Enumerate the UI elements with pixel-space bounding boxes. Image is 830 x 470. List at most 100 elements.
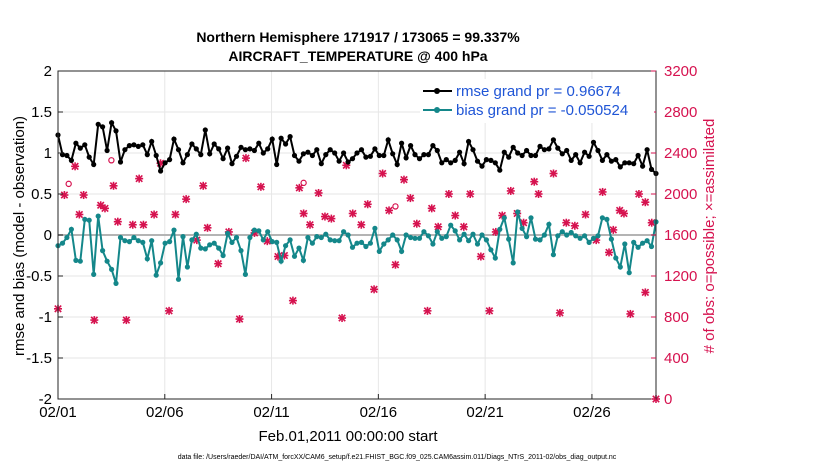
bias-point (501, 215, 507, 221)
rmse-point (300, 151, 306, 157)
rmse-point (408, 143, 414, 149)
bias-point (95, 213, 101, 219)
rmse-point (550, 137, 557, 143)
rmse-point (349, 156, 356, 162)
rmse-point (537, 143, 543, 149)
bias-point (126, 239, 132, 245)
bias-point (479, 232, 485, 238)
bias-point (211, 240, 217, 246)
bias-point (278, 258, 284, 264)
bias-point (559, 229, 565, 235)
rmse-point (135, 143, 141, 149)
rmse-point (425, 152, 431, 158)
obs-assimilated-marker (427, 204, 436, 213)
obs-assimilated-marker (581, 210, 590, 219)
obs-assimilated-marker (79, 191, 88, 200)
rmse-point (631, 161, 637, 167)
bias-point (274, 239, 280, 245)
rmse-point (403, 155, 409, 161)
bias-point (568, 229, 574, 236)
bias-point (541, 232, 548, 238)
rmse-point (305, 149, 311, 155)
obs-assimilated-marker (570, 221, 579, 230)
rmse-point (207, 151, 213, 157)
obs-assimilated-marker (609, 225, 618, 234)
bias-point (91, 271, 97, 277)
x-tick-label: 02/11 (253, 404, 289, 421)
rmse-point (604, 152, 610, 158)
bias-point (167, 239, 173, 245)
bias-point (207, 242, 213, 248)
legend-rmse-marker (434, 88, 440, 94)
bias-point (73, 257, 79, 263)
rmse-point (193, 146, 199, 152)
bias-point (113, 280, 119, 286)
obs-assimilated-marker (171, 210, 180, 219)
bias-point (175, 276, 182, 282)
y-right-tick-label: 2000 (664, 186, 697, 203)
bias-point (283, 243, 289, 249)
rmse-point (251, 147, 257, 154)
bias-point (256, 228, 262, 234)
bias-point (260, 237, 266, 243)
obs-assimilated-marker (90, 316, 99, 325)
x-tick-label: 02/06 (146, 404, 184, 421)
rmse-point (412, 152, 418, 158)
rmse-point (327, 147, 333, 153)
obs-assimilated-marker (150, 210, 159, 219)
bias-point (109, 266, 115, 272)
rmse-point (140, 142, 146, 148)
rmse-point (635, 152, 641, 159)
bias-point (394, 237, 400, 243)
rmse-point (457, 149, 463, 155)
y-right-tick-label: 3200 (664, 63, 697, 80)
rmse-point (269, 136, 275, 142)
obs-assimilated-marker (75, 210, 84, 219)
bias-point (82, 216, 88, 222)
obs-assimilated-marker (412, 219, 421, 228)
obs-assimilated-marker (506, 186, 515, 195)
legend-bias-marker (434, 107, 440, 113)
right-axis-ticks: 0 400 800 1200 1600 2000 2400 2800 3200 (651, 63, 697, 408)
obs-assimilated-marker (165, 306, 174, 315)
bias-point (184, 264, 190, 270)
rmse-point (180, 160, 186, 166)
y-axis-label: rmse and bias (model - observation) (11, 116, 28, 356)
y-tick-label: 0 (44, 227, 52, 244)
bias-point (332, 238, 338, 244)
bias-point (590, 235, 597, 241)
bias-point (367, 240, 373, 246)
bias-point (412, 235, 418, 241)
rmse-point (109, 120, 115, 126)
bias-point (202, 246, 208, 252)
rmse-point (247, 146, 253, 152)
rmse-point (488, 157, 494, 163)
bias-point (483, 237, 489, 243)
rmse-point (283, 141, 289, 147)
obs-assimilated-marker (476, 252, 485, 261)
chart-title-line1: Northern Hemisphere 171917 / 173065 = 99… (196, 29, 520, 45)
rmse-point (104, 147, 110, 154)
bias-point (59, 240, 66, 246)
obs-assimilated-marker (530, 177, 539, 186)
obs-assimilated-marker (100, 204, 109, 213)
bias-point (403, 232, 409, 238)
rmse-point (175, 147, 182, 153)
obs-assimilated-marker (615, 206, 624, 215)
left-axis-ticks: -2 -1.5 -1 -0.5 0 0.5 1 1.5 2 (26, 63, 63, 408)
rmse-point (448, 160, 454, 166)
y-tick-label: 0.5 (31, 186, 52, 203)
legend-box (420, 79, 654, 123)
y-right-tick-label: 400 (664, 350, 689, 367)
y-tick-label: 1.5 (31, 104, 52, 121)
rmse-point (117, 159, 124, 165)
bias-point (622, 241, 628, 247)
rmse-point (573, 152, 579, 158)
obs-assimilated-marker (459, 222, 468, 231)
y-right-tick-label: 800 (664, 309, 689, 326)
bias-point (470, 231, 476, 237)
obs-assimilated-marker (555, 308, 564, 317)
rmse-point (559, 151, 565, 157)
rmse-point (100, 124, 106, 130)
